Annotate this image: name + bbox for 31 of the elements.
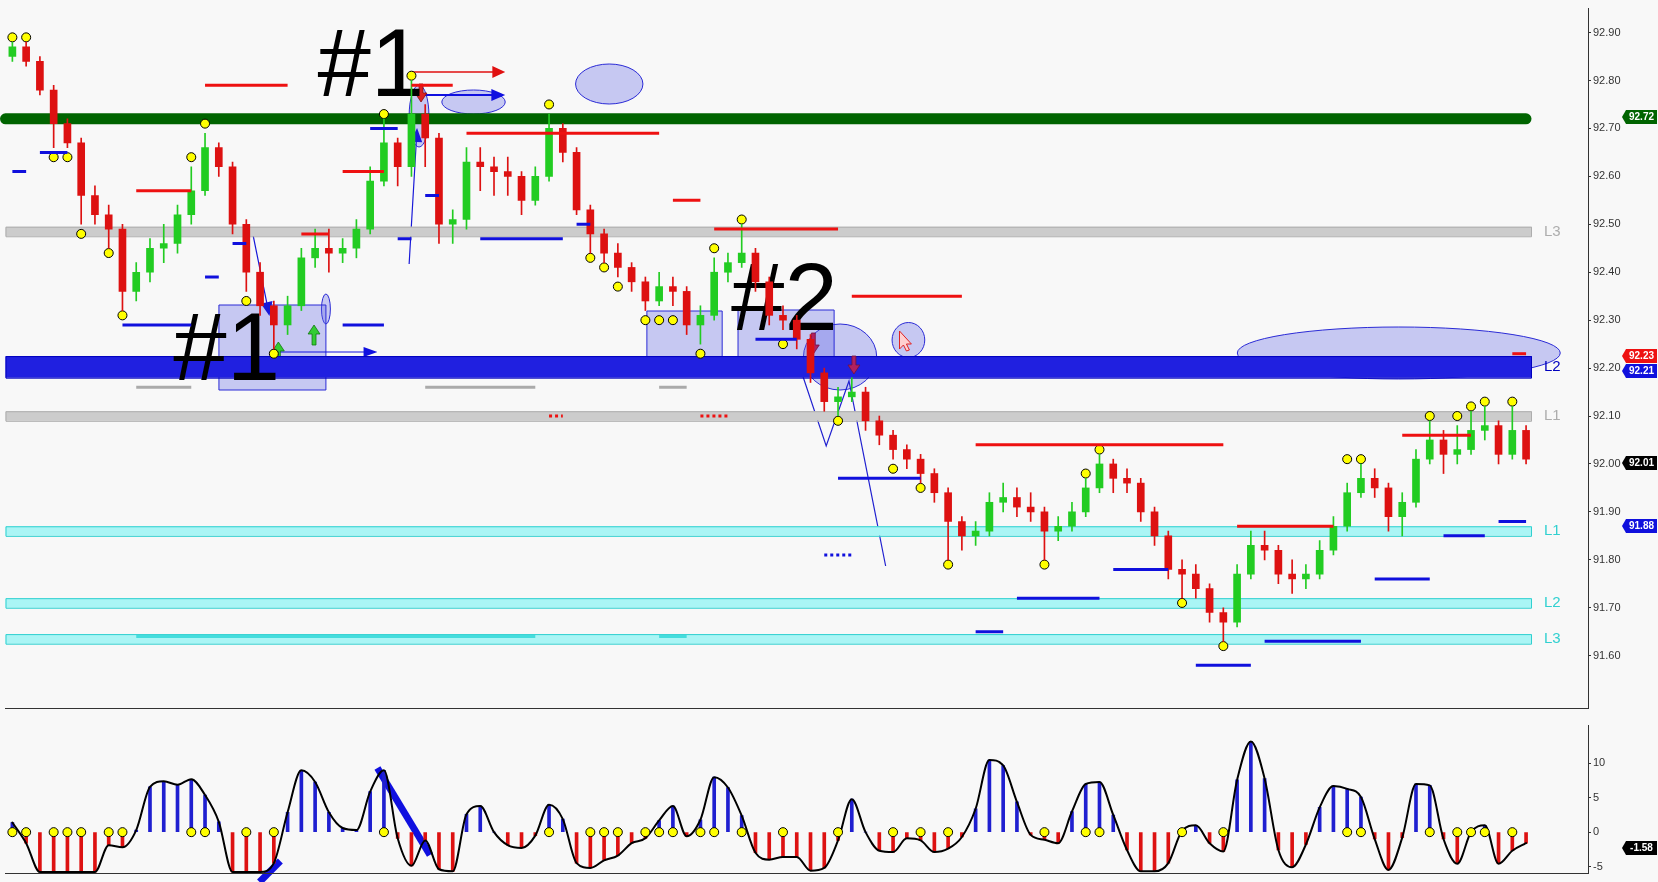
y-tick-label: 92.40 (1593, 265, 1621, 278)
text: 92.01 (1628, 457, 1655, 469)
y-tick-label: -5 (1593, 859, 1603, 872)
text: 92.21 (1628, 365, 1655, 377)
y-tick-label: 92.60 (1593, 169, 1621, 182)
band-label: L1 (1544, 521, 1561, 539)
y-tick-label: 92.90 (1593, 25, 1621, 38)
y-tick-label: 92.10 (1593, 409, 1621, 422)
band-label: L3 (1544, 221, 1561, 239)
y-tick-label: 91.90 (1593, 504, 1621, 517)
text: 92.72 (1628, 111, 1655, 123)
y-tick-label: 92.00 (1593, 456, 1621, 469)
y-tick-label: 92.80 (1593, 73, 1621, 86)
y-tick-label: 91.60 (1593, 648, 1621, 661)
y-tick-label: 0 (1593, 825, 1600, 838)
y-tick-label: 5 (1593, 790, 1600, 803)
y-tick-label: 91.70 (1593, 600, 1621, 613)
y-tick-label: 92.70 (1593, 121, 1621, 134)
band-label: L3 (1544, 629, 1561, 647)
text: -1.58 (1630, 842, 1654, 854)
band-label: L2 (1544, 593, 1561, 611)
y-tick-label: 92.30 (1593, 313, 1621, 326)
y-tick-label: 92.50 (1593, 217, 1621, 230)
band-label: L2 (1544, 357, 1561, 375)
band-label: L1 (1544, 406, 1561, 424)
y-tick-label: 10 (1593, 756, 1606, 769)
y-tick-label: 91.80 (1593, 552, 1621, 565)
text: 92.23 (1628, 350, 1655, 362)
annotation: #1 (317, 9, 425, 116)
y-tick-label: 92.20 (1593, 361, 1621, 374)
text: 91.88 (1628, 520, 1655, 532)
